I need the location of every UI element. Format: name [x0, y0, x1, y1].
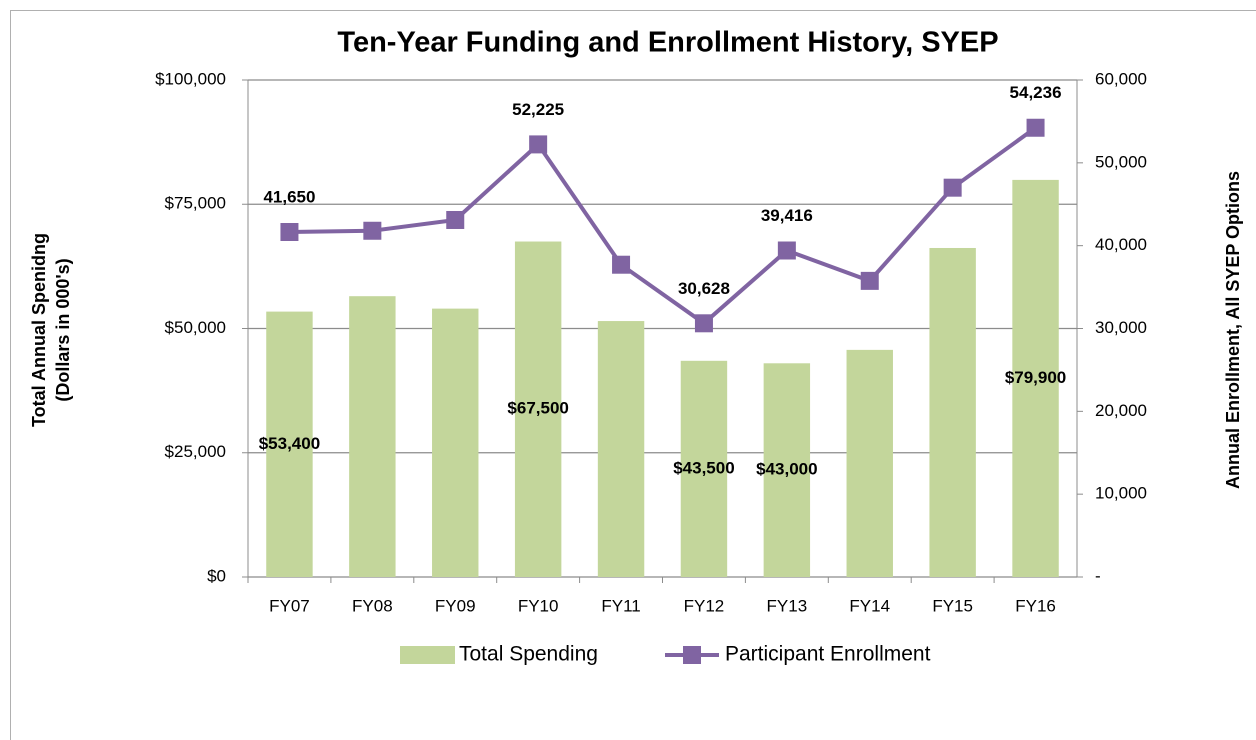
data-label: $67,500 — [507, 399, 568, 418]
legend-marker — [683, 646, 701, 664]
y2-tick-label: - — [1095, 566, 1101, 585]
bar — [846, 349, 893, 577]
bar — [597, 321, 645, 577]
chart-border — [10, 10, 1256, 740]
bar — [349, 296, 396, 577]
marker — [280, 222, 299, 241]
data-label: 39,416 — [761, 206, 813, 225]
y2-tick-label: 10,000 — [1095, 484, 1147, 503]
chart-title: Ten-Year Funding and Enrollment History,… — [337, 27, 998, 59]
bar — [680, 360, 728, 577]
y2-tick-label: 60,000 — [1095, 69, 1147, 88]
marker — [860, 271, 879, 290]
y2-axis-title: Annual Enrollment, All SYEP Options — [1223, 171, 1243, 489]
data-label: 52,225 — [512, 100, 564, 119]
marker — [446, 210, 465, 229]
data-label: 30,628 — [678, 279, 730, 298]
x-tick-label: FY08 — [352, 596, 393, 615]
x-tick-label: FY15 — [932, 596, 973, 615]
line — [289, 126, 1037, 326]
bar — [929, 247, 976, 577]
y-tick-label: $50,000 — [165, 318, 226, 337]
data-label: 54,236 — [1010, 83, 1062, 102]
marker — [694, 314, 713, 333]
bar — [266, 311, 313, 577]
legend-swatch — [400, 646, 455, 664]
data-label: $43,000 — [756, 460, 817, 479]
y-tick-label: $0 — [207, 566, 226, 585]
bar — [763, 363, 811, 577]
x-tick-label: FY10 — [518, 596, 559, 615]
y2-tick-label: 30,000 — [1095, 318, 1147, 337]
marker — [363, 221, 382, 240]
x-tick-label: FY13 — [767, 596, 808, 615]
data-label: $79,900 — [1005, 368, 1066, 387]
data-label: $43,500 — [673, 458, 734, 477]
marker — [943, 178, 962, 197]
y-axis-title: Total Annual Spenidng — [29, 233, 49, 427]
y-tick-label: $25,000 — [165, 442, 226, 461]
y2-tick-label: 40,000 — [1095, 235, 1147, 254]
y-axis-title: (Dollars in 000's) — [53, 258, 73, 401]
y2-tick-label: 50,000 — [1095, 152, 1147, 171]
x-tick-label: FY12 — [684, 596, 725, 615]
x-tick-label: FY09 — [435, 596, 476, 615]
bar — [1012, 179, 1059, 577]
x-tick-label: FY07 — [269, 596, 310, 615]
marker — [777, 241, 796, 260]
data-label: $53,400 — [259, 434, 320, 453]
marker — [612, 255, 631, 274]
marker — [1026, 118, 1045, 137]
y-tick-label: $75,000 — [165, 194, 226, 213]
x-tick-label: FY16 — [1015, 596, 1056, 615]
legend-label: Participant Enrollment — [725, 643, 931, 666]
marker — [529, 135, 548, 154]
x-tick-label: FY11 — [601, 596, 640, 615]
data-label: 41,650 — [263, 187, 315, 206]
legend-label: Total Spending — [459, 643, 598, 666]
bar — [514, 241, 562, 577]
x-tick-label: FY14 — [849, 596, 890, 615]
y2-tick-label: 20,000 — [1095, 401, 1147, 420]
bar — [432, 308, 479, 577]
y-tick-label: $100,000 — [155, 69, 226, 88]
